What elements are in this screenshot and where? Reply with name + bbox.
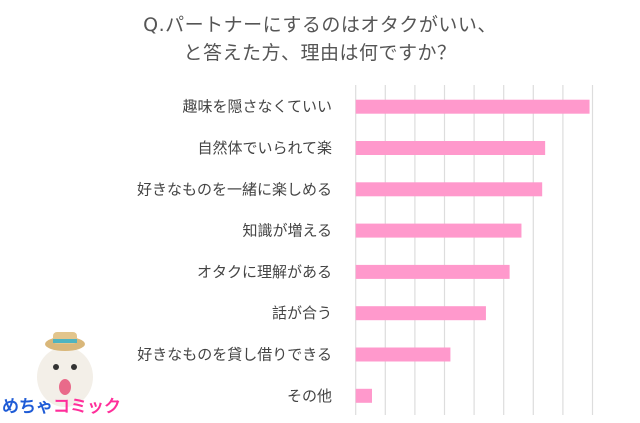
mechacomic-logo: めちゃコミック <box>2 332 121 417</box>
bar <box>355 182 543 197</box>
category-label: 知識が増える <box>242 222 332 240</box>
category-label: 好きなものを一緒に楽しめる <box>137 180 332 198</box>
category-label: 好きなものを貸し借りできる <box>137 346 332 364</box>
category-label: その他 <box>287 387 332 405</box>
category-label: 自然体でいられて楽 <box>197 139 332 157</box>
bar <box>355 223 522 238</box>
category-label: 話が合う <box>272 304 332 322</box>
dog-mascot-icon <box>37 332 93 407</box>
bar <box>355 141 546 155</box>
bar <box>355 264 510 279</box>
chart-title: Q.パートナーにするのはオタクがいい、 <box>143 14 497 36</box>
category-label: 趣味を隠さなくていい <box>182 98 332 116</box>
bar <box>355 99 590 114</box>
bar <box>355 388 372 403</box>
bar <box>355 306 486 321</box>
bar <box>355 347 451 362</box>
chart-subtitle: と答えた方、理由は何ですか？ <box>183 42 457 64</box>
category-label: オタクに理解がある <box>197 263 332 281</box>
